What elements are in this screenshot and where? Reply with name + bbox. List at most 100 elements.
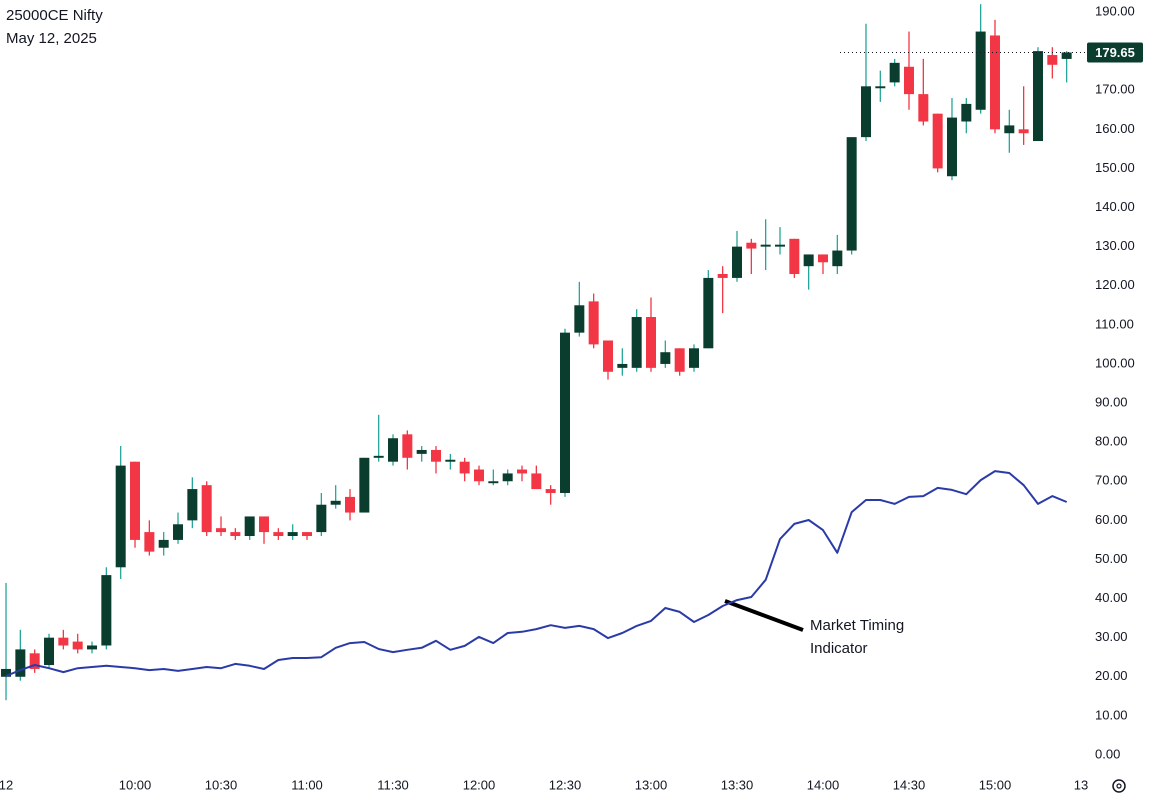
last-price-label: 179.65 bbox=[1095, 45, 1135, 60]
candle-body bbox=[961, 103, 972, 122]
y-tick-label: 10.00 bbox=[1095, 707, 1128, 722]
candle-body bbox=[230, 532, 241, 537]
candle-body bbox=[617, 363, 628, 368]
x-tick-label: 15:00 bbox=[979, 777, 1012, 792]
candle-body bbox=[273, 532, 284, 537]
candle-body bbox=[130, 461, 141, 540]
candle-body bbox=[431, 449, 442, 462]
candle-body bbox=[388, 438, 399, 462]
candle-body bbox=[1061, 52, 1072, 59]
last-price-box bbox=[1087, 42, 1143, 63]
x-tick-label: 10:00 bbox=[119, 777, 152, 792]
y-tick-label: 140.00 bbox=[1095, 199, 1135, 214]
y-tick-label: 120.00 bbox=[1095, 277, 1135, 292]
candle-body bbox=[817, 254, 828, 263]
y-tick-label: 160.00 bbox=[1095, 121, 1135, 136]
candle-body bbox=[918, 94, 929, 122]
y-tick-label: 40.00 bbox=[1095, 590, 1128, 605]
candle-body bbox=[101, 575, 112, 646]
candle-body bbox=[631, 317, 642, 368]
candle-body bbox=[44, 637, 55, 666]
candle-body bbox=[688, 348, 699, 368]
candle-body bbox=[989, 35, 1000, 130]
candle-body bbox=[1004, 125, 1015, 134]
candle-body bbox=[502, 473, 513, 482]
x-tick-label: 11:30 bbox=[377, 777, 409, 792]
candle-body bbox=[287, 532, 298, 537]
candle-body bbox=[345, 496, 356, 513]
candle-body bbox=[875, 86, 886, 89]
x-tick-label: 13 bbox=[1074, 777, 1088, 792]
candle-body bbox=[115, 465, 126, 568]
y-tick-label: 130.00 bbox=[1095, 238, 1135, 253]
y-tick-label: 80.00 bbox=[1095, 434, 1128, 449]
x-tick-label: 13:30 bbox=[721, 777, 754, 792]
annotation: Market Timing bbox=[810, 617, 904, 634]
x-tick-label: 14:00 bbox=[807, 777, 840, 792]
indicator-line bbox=[5, 470, 1068, 677]
candle-body bbox=[531, 473, 542, 490]
candle-body bbox=[660, 352, 671, 364]
candle-body bbox=[774, 244, 785, 247]
candle-body bbox=[216, 528, 227, 533]
candle-body bbox=[975, 31, 986, 110]
candle-body bbox=[416, 449, 427, 454]
candle-body bbox=[889, 62, 900, 83]
x-tick-label: 11:00 bbox=[291, 777, 323, 792]
candle-body bbox=[646, 317, 656, 368]
y-tick-label: 110.00 bbox=[1095, 316, 1134, 331]
annotation: Indicator bbox=[810, 640, 868, 657]
candle-body bbox=[58, 637, 69, 646]
y-tick-label: 30.00 bbox=[1095, 629, 1128, 644]
x-tick-label: 13:00 bbox=[635, 777, 668, 792]
candle-body bbox=[201, 485, 212, 533]
y-tick-label: 170.00 bbox=[1095, 82, 1135, 97]
x-tick-label: 14:30 bbox=[893, 777, 926, 792]
x-tick-label: 12 bbox=[0, 777, 13, 792]
candle-body bbox=[87, 645, 98, 650]
candle-body bbox=[373, 455, 384, 458]
candle-body bbox=[731, 246, 742, 278]
y-tick-label: 150.00 bbox=[1095, 160, 1135, 175]
candle-body bbox=[15, 649, 26, 677]
candle-body bbox=[1047, 55, 1058, 65]
y-tick-label: 90.00 bbox=[1095, 394, 1128, 409]
candle-body bbox=[445, 459, 456, 462]
candle-body bbox=[359, 457, 370, 513]
candle-body bbox=[474, 469, 485, 482]
x-tick-label: 12:00 bbox=[463, 777, 496, 792]
candle-body bbox=[259, 516, 270, 533]
candle-body bbox=[832, 250, 843, 267]
y-tick-label: 0.00 bbox=[1095, 746, 1120, 761]
candle-body bbox=[244, 516, 255, 537]
candle-body bbox=[574, 305, 585, 333]
candle-body bbox=[932, 113, 943, 169]
candle-body bbox=[1, 668, 12, 677]
candle-body bbox=[789, 238, 800, 275]
settings-icon[interactable] bbox=[1112, 779, 1126, 793]
y-tick-label: 190.00 bbox=[1095, 3, 1135, 18]
candle-body bbox=[459, 461, 470, 474]
chart-title: 25000CE Nifty bbox=[6, 7, 103, 24]
y-tick-label: 20.00 bbox=[1095, 668, 1128, 683]
candle-body bbox=[946, 117, 957, 177]
candle-body bbox=[846, 137, 857, 251]
candle-body bbox=[860, 86, 871, 138]
candle-body bbox=[588, 301, 599, 345]
candle-body bbox=[330, 500, 341, 505]
candle-body bbox=[517, 469, 528, 474]
candle-body bbox=[803, 254, 814, 267]
candle-body bbox=[703, 277, 714, 349]
candle-body bbox=[29, 653, 40, 669]
annotation-arrow bbox=[724, 599, 804, 632]
x-tick-label: 10:30 bbox=[205, 777, 238, 792]
candle-body bbox=[302, 532, 313, 537]
candle-body bbox=[545, 489, 556, 493]
candle-body bbox=[187, 489, 198, 521]
candle-body bbox=[488, 481, 499, 484]
candle-body bbox=[674, 348, 685, 372]
y-tick-label: 100.00 bbox=[1095, 355, 1135, 370]
candle-body bbox=[717, 274, 728, 278]
